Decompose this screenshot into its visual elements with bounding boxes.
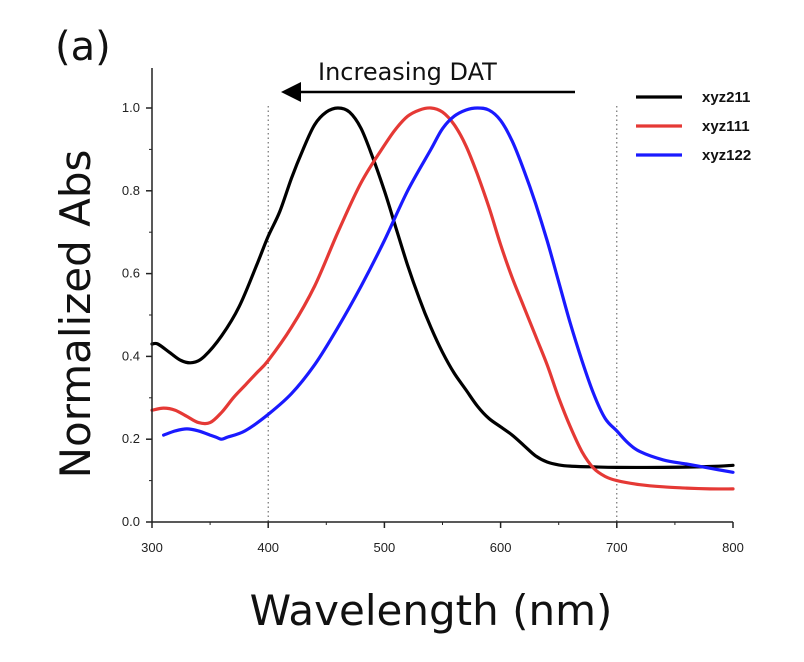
annotation: Increasing DAT: [281, 58, 575, 102]
x-tick-label: 700: [606, 540, 628, 555]
y-tick-label: 0.8: [122, 183, 140, 198]
legend: xyz211 xyz111 xyz122: [636, 89, 751, 164]
x-tick-label: 600: [490, 540, 512, 555]
y-tick-label: 0.2: [122, 431, 140, 446]
x-tick-label: 800: [722, 540, 744, 555]
x-tick-label: 300: [141, 540, 163, 555]
x-tick-label: 500: [374, 540, 396, 555]
series-layer: [150, 106, 735, 491]
plot-area: [267, 106, 618, 522]
series-line-xyz211: [150, 106, 735, 470]
x-axis-title: Wavelength (nm): [250, 586, 613, 635]
axes: 300 400 500 600 700 800 0.0 0.2 0.4 0.6 0.8 1.0: [122, 68, 744, 555]
panel-label: (a): [55, 24, 111, 70]
series-line-xyz122: [162, 106, 735, 474]
annotation-text: Increasing DAT: [318, 58, 497, 86]
y-axis-title: Normalized Abs: [51, 150, 100, 479]
y-tick-label: 0.0: [122, 514, 140, 529]
y-tick-label: 1.0: [122, 100, 140, 115]
x-tick-label: 400: [257, 540, 279, 555]
annotation-arrow-head: [281, 82, 301, 102]
legend-label: xyz111: [702, 118, 750, 135]
series-line-xyz111: [150, 106, 735, 491]
legend-label: xyz211: [702, 89, 750, 106]
y-tick-label: 0.4: [122, 348, 140, 363]
legend-label: xyz122: [702, 147, 751, 164]
y-tick-label: 0.6: [122, 266, 140, 281]
